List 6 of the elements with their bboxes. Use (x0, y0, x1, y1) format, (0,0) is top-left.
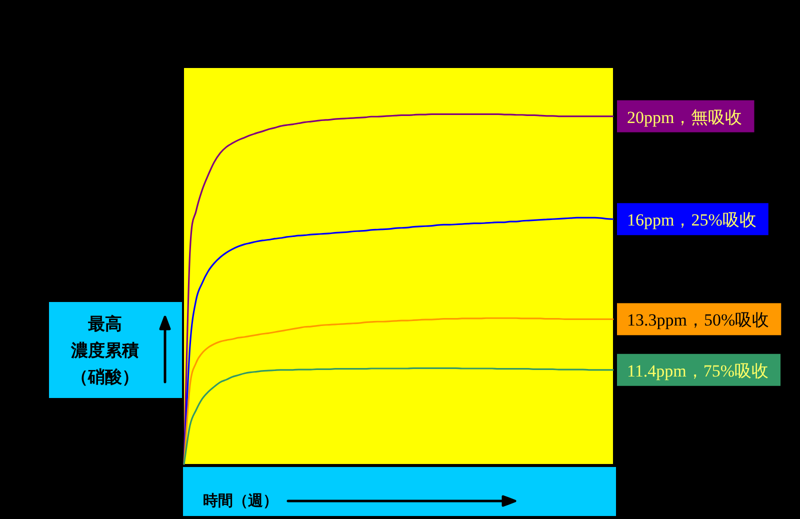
x-axis-title: 時間（週） (203, 492, 278, 510)
series-label: 11.4ppm，75%吸收 (627, 361, 769, 380)
series-label: 20ppm，無吸收 (627, 108, 742, 127)
series-label: 16ppm，25%吸收 (627, 210, 756, 230)
y-axis-title: 最高濃度累積（硝酸） (70, 314, 139, 386)
series-label: 13.3ppm，50%吸收 (627, 310, 770, 330)
